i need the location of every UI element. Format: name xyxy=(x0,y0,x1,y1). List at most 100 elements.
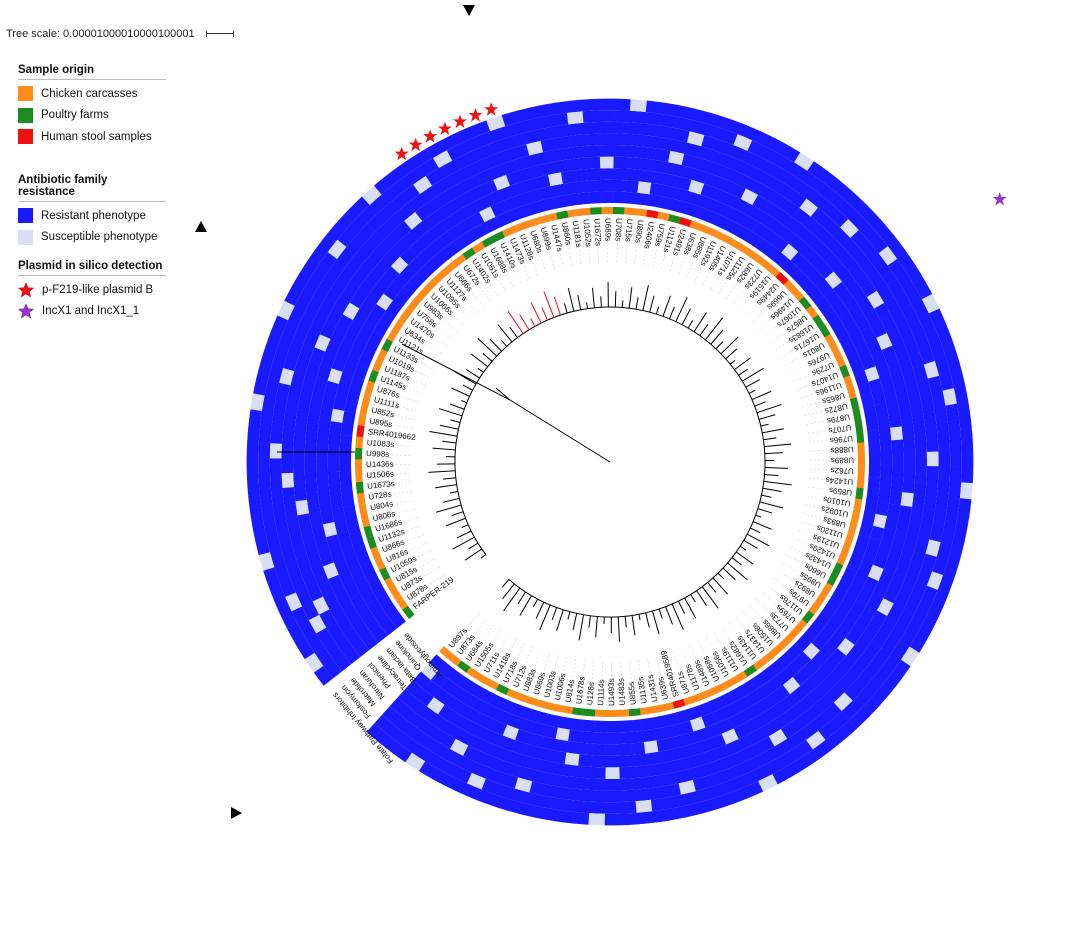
resistance-cell xyxy=(792,712,812,731)
resistance-cell xyxy=(329,277,348,297)
resistance-cell xyxy=(383,230,402,249)
resistance-cell xyxy=(309,264,329,285)
resistance-cell xyxy=(364,571,381,588)
resistance-cell xyxy=(562,181,578,196)
resistance-cell xyxy=(618,743,633,756)
resistance-cell xyxy=(815,243,834,262)
resistance-cell xyxy=(844,191,865,211)
resistance-cell xyxy=(689,119,708,136)
resistance-cell xyxy=(793,739,813,759)
resistance-cell xyxy=(891,439,904,454)
resistance-cell xyxy=(948,481,962,499)
resistance-cell xyxy=(766,136,787,155)
guide-line xyxy=(782,562,822,586)
resistance-cell xyxy=(569,718,584,732)
resistance-cell xyxy=(858,222,879,242)
resistance-cell xyxy=(318,232,338,253)
resistance-cell xyxy=(923,361,940,379)
resistance-cell xyxy=(310,390,325,407)
resistance-cell xyxy=(552,195,567,209)
resistance-cell xyxy=(400,184,421,203)
resistance-cell xyxy=(779,694,798,712)
resistance-cell xyxy=(712,707,729,724)
resistance-cell xyxy=(868,453,881,466)
resistance-cell xyxy=(353,621,371,640)
resistance-cell xyxy=(331,355,347,372)
resistance-cell xyxy=(729,144,748,162)
guide-line xyxy=(759,298,794,330)
resistance-cell xyxy=(401,706,420,725)
resistance-cell xyxy=(665,794,684,810)
resistance-cell xyxy=(471,120,491,137)
resistance-cell xyxy=(666,723,682,739)
resistance-cell xyxy=(698,146,716,162)
resistance-cell xyxy=(803,703,823,722)
resistance-cell xyxy=(376,293,393,311)
resistance-cell xyxy=(956,401,971,420)
resistance-cell xyxy=(925,480,939,497)
resistance-cell xyxy=(406,166,427,185)
resistance-cell xyxy=(700,749,718,765)
resistance-cell xyxy=(924,327,942,347)
resistance-cell xyxy=(781,172,802,191)
resistance-cell xyxy=(870,320,887,339)
resistance-cell xyxy=(329,603,347,622)
resistance-cell xyxy=(604,813,622,826)
resistance-cell xyxy=(733,134,753,151)
resistance-cell xyxy=(605,744,619,756)
origin-cell xyxy=(689,220,703,231)
resistance-cell xyxy=(325,338,342,356)
taxon-label: U859s xyxy=(829,486,853,498)
resistance-cell xyxy=(931,590,949,610)
resistance-cell xyxy=(903,336,920,355)
origin-cell xyxy=(826,572,839,587)
resistance-cell xyxy=(856,202,876,223)
resistance-cell xyxy=(453,234,470,251)
resistance-cell xyxy=(304,652,324,673)
resistance-cell xyxy=(320,509,335,525)
guide-line xyxy=(387,358,429,378)
resistance-cell xyxy=(646,763,663,777)
resistance-cell xyxy=(821,217,841,236)
resistance-cell xyxy=(860,260,879,280)
resistance-cell xyxy=(845,627,863,646)
resistance-cell xyxy=(829,208,849,228)
resistance-cell xyxy=(444,748,464,767)
resistance-cell xyxy=(746,205,764,222)
resistance-cell xyxy=(505,170,523,186)
resistance-cell xyxy=(247,489,261,508)
guide-line xyxy=(805,504,850,515)
resistance-cell xyxy=(329,495,344,510)
resistance-cell xyxy=(929,524,944,543)
resistance-cell xyxy=(263,518,278,537)
resistance-cell xyxy=(495,709,512,725)
resistance-cell xyxy=(590,766,606,779)
legend-label: Susceptible phenotype xyxy=(41,231,158,244)
resistance-cell xyxy=(287,338,304,358)
resistance-cell xyxy=(627,133,644,147)
resistance-cell xyxy=(936,420,950,438)
resistance-cell xyxy=(915,451,927,467)
resistance-cell xyxy=(676,176,692,191)
tree-leaf-branch xyxy=(477,338,498,357)
resistance-cell xyxy=(259,410,274,428)
resistance-cell xyxy=(674,116,693,132)
guide-line xyxy=(596,217,600,263)
resistance-cell xyxy=(926,436,939,453)
resistance-cell xyxy=(878,265,897,285)
resistance-cell xyxy=(737,123,758,141)
resistance-cell xyxy=(423,679,441,698)
guide-line xyxy=(739,275,770,311)
origin-cell xyxy=(419,283,433,297)
resistance-cell xyxy=(670,198,686,214)
resistance-cell xyxy=(845,663,865,682)
resistance-cell xyxy=(745,178,764,195)
red-star-icon xyxy=(484,102,499,116)
resistance-cell xyxy=(564,752,580,766)
origin-cell xyxy=(376,348,388,363)
resistance-cell xyxy=(401,229,420,248)
resistance-cell xyxy=(855,534,870,550)
resistance-cell xyxy=(468,735,486,752)
resistance-cell xyxy=(741,215,758,232)
